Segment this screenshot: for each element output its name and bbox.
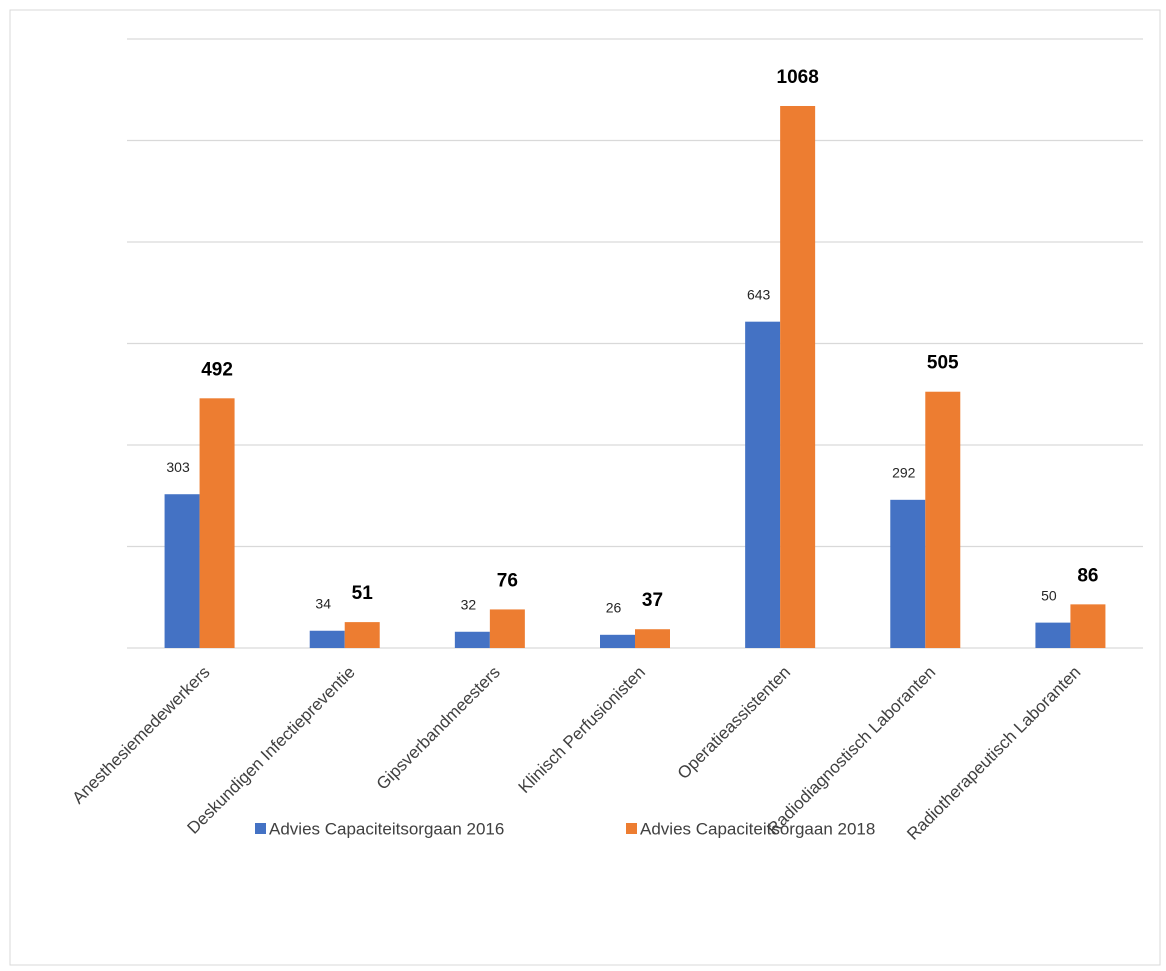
bar: [925, 391, 961, 648]
legend-label: Advies Capaciteitsorgaan 2018: [640, 819, 875, 838]
bar: [1070, 604, 1106, 648]
data-label: 492: [201, 359, 233, 380]
legend-label: Advies Capaciteitsorgaan 2016: [269, 819, 504, 838]
bar: [600, 634, 635, 648]
bar: [199, 398, 235, 648]
bar: [745, 321, 781, 648]
bar: [635, 629, 670, 648]
data-label: 34: [315, 595, 331, 611]
bar: [164, 494, 200, 648]
data-label: 37: [642, 590, 663, 611]
data-label: 1068: [777, 67, 819, 88]
bar: [780, 105, 816, 649]
bar: [1035, 622, 1071, 648]
bar: [309, 630, 345, 648]
bar: [890, 499, 926, 648]
bar: [454, 631, 490, 648]
bar: [489, 609, 525, 648]
data-label: 643: [747, 286, 771, 302]
data-label: 26: [606, 600, 622, 616]
data-label: 51: [352, 583, 374, 604]
chart-frame: [9, 9, 1161, 966]
data-label: 292: [892, 465, 916, 481]
data-label: 32: [461, 596, 477, 612]
data-label: 50: [1041, 587, 1057, 603]
data-label: 86: [1077, 565, 1098, 586]
data-label: 505: [927, 353, 959, 374]
legend-swatch: [255, 823, 266, 834]
data-label: 76: [497, 570, 518, 591]
data-label: 303: [166, 459, 190, 475]
legend-swatch: [626, 823, 637, 834]
bar: [344, 622, 380, 648]
